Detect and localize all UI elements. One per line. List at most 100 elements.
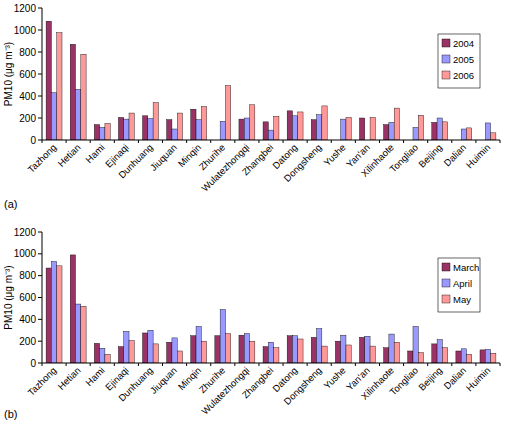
x-tick-label: Jiuquan [148,142,179,173]
bar [466,354,471,363]
legend-label: 2005 [453,54,474,65]
x-tick [379,140,380,143]
x-tick [451,363,452,366]
legend-label: April [453,278,472,289]
x-tick-label: Jiuquan [148,365,179,396]
y-tick [38,319,42,320]
bar [480,350,485,363]
x-tick [500,363,501,366]
bar [105,124,110,141]
bar [172,129,177,140]
x-tick [138,363,139,366]
x-tick [283,363,284,366]
y-tick-label: 200 [19,336,36,347]
bar [153,344,158,363]
y-tick [38,232,42,233]
x-tick [210,140,211,143]
y-tick [38,118,42,119]
legend-label: 2006 [453,70,474,81]
bar [384,125,389,140]
legend-swatch [442,279,450,287]
bar [485,349,490,363]
x-tick-label: Zhangbei [240,142,276,178]
bar [177,113,182,140]
bar [191,109,196,140]
bar [287,111,292,140]
bar [311,337,316,363]
bar [76,89,81,140]
x-tick [210,363,211,366]
x-tick [331,363,332,366]
x-tick-label: Zhangbei [240,365,276,401]
bar [442,122,447,140]
bar [346,345,351,363]
y-tick [38,275,42,276]
y-tick [38,96,42,97]
bar [177,351,182,363]
x-tick [283,140,284,143]
bar [274,116,279,140]
x-tick [114,140,115,143]
x-tick [307,140,308,143]
bar [215,336,220,363]
bar [287,336,292,363]
bar [461,129,466,140]
legend-swatch [442,71,450,79]
legend-label: 2004 [453,38,474,49]
x-tick [66,363,67,366]
x-tick [258,363,259,366]
bar [118,347,123,363]
bar [268,130,273,140]
bar [292,336,297,363]
x-tick [42,140,43,143]
bar [225,334,230,363]
y-tick-label: 0 [30,135,36,146]
x-tick [451,140,452,143]
bar [191,336,196,363]
y-tick-label: 1000 [14,248,37,259]
x-tick-label: Xilinhaote [359,142,396,179]
bar [167,342,172,363]
bar [413,127,418,140]
x-tick [162,363,163,366]
bar [70,44,75,140]
bar [143,333,148,363]
bar [196,120,201,140]
y-tick-label: 400 [19,91,36,102]
y-tick-label: 400 [19,314,36,325]
bar [100,127,105,140]
bar [317,329,322,363]
y-tick-label: 800 [19,270,36,281]
x-tick [138,140,139,143]
y-tick [38,52,42,53]
x-tick-label: Huimin [464,142,493,171]
y-tick-label: 1200 [14,3,37,14]
bar [437,118,442,140]
legend-label: May [453,294,471,305]
bar [153,103,158,140]
y-tick [38,74,42,75]
bar [341,119,346,140]
x-tick-label: Tongliao [387,142,420,175]
x-tick-label: Tazhong [25,142,58,175]
x-axis [42,363,500,364]
y-tick-label: 1000 [14,25,37,36]
x-tick-label: Tazhong [25,365,58,398]
x-axis [42,140,500,141]
bar [129,341,134,363]
bar [298,112,303,140]
y-tick-label: 600 [19,69,36,80]
bar [418,353,423,363]
bar [129,113,134,140]
x-tick [90,363,91,366]
y-tick [38,140,42,141]
bar [461,349,466,363]
bar [432,344,437,363]
bar [491,133,496,140]
x-tick-label: Dongsheng [281,142,323,184]
bar [143,116,148,140]
x-tick-label: Dunhuang [116,142,155,181]
bar [322,106,327,140]
x-tick-label: Hetian [55,365,82,392]
bar [359,337,364,363]
